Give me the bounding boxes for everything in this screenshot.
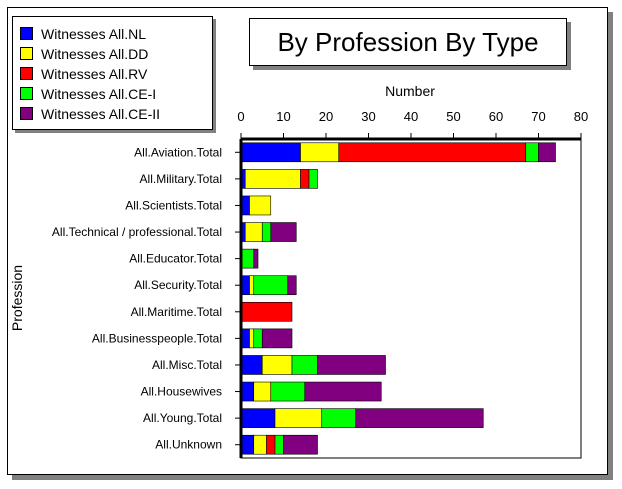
category-label-all-unknown: All.Unknown xyxy=(155,438,222,452)
bar-segment-all-businesspeople-total-1 xyxy=(249,328,255,349)
bar-segment-all-businesspeople-total-4 xyxy=(261,328,293,349)
bar-segment-all-scientists-total-1 xyxy=(249,195,272,216)
x-tick-label: 70 xyxy=(531,109,545,124)
bar-segment-all-aviation-total-2 xyxy=(338,142,527,163)
bar-segment-all-unknown-3 xyxy=(274,434,284,455)
bar-segment-all-security-total-3 xyxy=(253,275,289,296)
bar-segment-all-maritime-total-2 xyxy=(240,301,293,322)
legend-swatch-ce-ii xyxy=(20,107,33,120)
bar-segment-all-aviation-total-4 xyxy=(538,142,556,163)
bar-segment-all-unknown-1 xyxy=(253,434,267,455)
x-tick-label: 10 xyxy=(276,109,290,124)
bar-segment-all-unknown-4 xyxy=(283,434,318,455)
category-label-all-scientists-total: All.Scientists.Total xyxy=(125,198,222,212)
category-label-all-educator-total: All.Educator.Total xyxy=(129,252,222,266)
bar-segment-all-security-total-4 xyxy=(287,275,297,296)
bar-segment-all-aviation-total-1 xyxy=(300,142,340,163)
legend-swatch-dd xyxy=(20,47,33,60)
y-axis-label: Profession xyxy=(9,265,25,331)
category-label-all-aviation-total: All.Aviation.Total xyxy=(134,145,222,159)
category-label-all-businesspeople-total: All.Businesspeople.Total xyxy=(92,331,222,345)
bar-segment-all-military-total-3 xyxy=(308,169,318,189)
legend-label-nl: Witnesses All.NL xyxy=(41,26,147,42)
legend-label-dd: Witnesses All.DD xyxy=(41,46,149,62)
bar-segment-all-misc-total-1 xyxy=(261,355,293,375)
chart-title-box: By Profession By Type xyxy=(249,18,567,66)
bar-segment-all-aviation-total-3 xyxy=(525,142,539,163)
bar-segment-all-technical-professional-total-3 xyxy=(261,222,272,242)
legend-swatch-rv xyxy=(20,67,33,80)
x-tick-label: 30 xyxy=(361,109,375,124)
bar-segment-all-military-total-1 xyxy=(244,169,301,189)
legend-label-ce-i: Witnesses All.CE-I xyxy=(41,86,157,102)
bar-segment-all-technical-professional-total-4 xyxy=(270,222,297,242)
category-label-all-young-total: All.Young.Total xyxy=(143,411,222,425)
bar-segment-all-military-total-2 xyxy=(300,169,310,189)
x-tick-label: 60 xyxy=(489,109,503,124)
x-tick-label: 50 xyxy=(446,109,460,124)
bar-segment-all-housewives-0 xyxy=(240,381,255,402)
bar-segment-all-educator-total-3 xyxy=(240,248,255,269)
bar-segment-all-businesspeople-total-3 xyxy=(253,328,263,349)
bar-segment-all-unknown-2 xyxy=(266,434,276,455)
legend: Witnesses All.NL Witnesses All.DD Witnes… xyxy=(12,16,213,130)
bars xyxy=(240,142,556,455)
bar-segment-all-misc-total-3 xyxy=(291,355,318,375)
category-label-all-technical-professional-total: All.Technical / professional.Total xyxy=(52,225,222,239)
x-axis-ticks: 0 10 20 30 40 50 60 70 80 xyxy=(237,109,588,139)
category-label-all-security-total: All.Security.Total xyxy=(134,278,222,292)
category-label-all-maritime-total: All.Maritime.Total xyxy=(131,305,222,319)
bar-segment-all-aviation-total-0 xyxy=(240,142,301,163)
bar-segment-all-unknown-0 xyxy=(240,434,255,455)
bar-segment-all-housewives-4 xyxy=(304,381,382,402)
category-label-all-misc-total: All.Misc.Total xyxy=(152,358,222,372)
bar-segment-all-housewives-3 xyxy=(270,381,306,402)
x-tick-label: 20 xyxy=(319,109,333,124)
bar-segment-all-security-total-1 xyxy=(249,275,255,296)
x-tick-label: 0 xyxy=(237,109,244,124)
category-label-all-military-total: All.Military.Total xyxy=(140,172,222,186)
x-tick-label: 40 xyxy=(404,109,418,124)
bar-segment-all-misc-total-0 xyxy=(240,355,263,375)
bar-segment-all-young-total-0 xyxy=(240,408,276,428)
legend-label-ce-ii: Witnesses All.CE-II xyxy=(41,106,161,122)
bar-segment-all-technical-professional-total-1 xyxy=(244,222,263,242)
legend-swatch-ce-i xyxy=(20,87,33,100)
bar-segment-all-young-total-3 xyxy=(321,408,357,428)
x-axis-label: Number xyxy=(385,83,435,99)
axes xyxy=(239,137,582,459)
chart-title: By Profession By Type xyxy=(277,26,539,57)
category-label-all-housewives: All.Housewives xyxy=(141,385,222,399)
x-tick-label: 80 xyxy=(574,109,588,124)
category-labels: All.Aviation.Total All.Military.Total All.… xyxy=(52,145,241,452)
legend-swatch-nl xyxy=(20,27,33,40)
bar-segment-all-housewives-1 xyxy=(253,381,272,402)
bar-segment-all-misc-total-4 xyxy=(317,355,386,375)
bar-segment-all-young-total-4 xyxy=(355,408,484,428)
bar-segment-all-young-total-1 xyxy=(274,408,323,428)
legend-label-rv: Witnesses All.RV xyxy=(41,66,148,82)
bar-segment-all-educator-total-4 xyxy=(253,248,259,269)
